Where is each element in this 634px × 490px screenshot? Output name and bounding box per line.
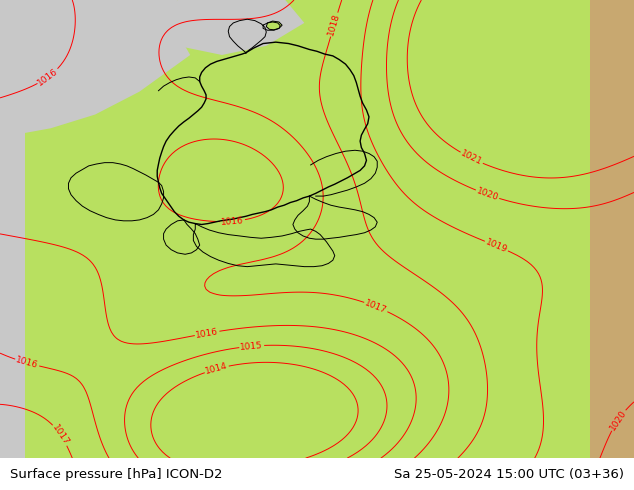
Bar [0, 0, 25, 458]
Text: 1016: 1016 [195, 327, 219, 340]
Text: Surface pressure [hPa] ICON-D2: Surface pressure [hPa] ICON-D2 [10, 467, 222, 481]
Polygon shape [0, 0, 190, 138]
Polygon shape [246, 33, 269, 41]
Text: 1021: 1021 [459, 149, 484, 167]
Polygon shape [266, 21, 282, 30]
Text: 1018: 1018 [327, 12, 342, 37]
Text: 1019: 1019 [484, 238, 508, 255]
Text: 1020: 1020 [608, 408, 628, 432]
Bar [590, 0, 634, 458]
Text: 1017: 1017 [50, 423, 71, 447]
Text: 1016: 1016 [221, 216, 244, 226]
Text: 1015: 1015 [240, 341, 264, 352]
Text: 1020: 1020 [475, 186, 500, 202]
Polygon shape [51, 0, 178, 82]
Text: 1014: 1014 [204, 362, 229, 376]
Bar [25, 0, 590, 458]
Text: 1016: 1016 [15, 355, 39, 370]
Text: 1016: 1016 [36, 67, 60, 87]
Polygon shape [158, 0, 304, 55]
Text: Sa 25-05-2024 15:00 UTC (03+36): Sa 25-05-2024 15:00 UTC (03+36) [394, 467, 624, 481]
Text: 1017: 1017 [363, 298, 388, 315]
